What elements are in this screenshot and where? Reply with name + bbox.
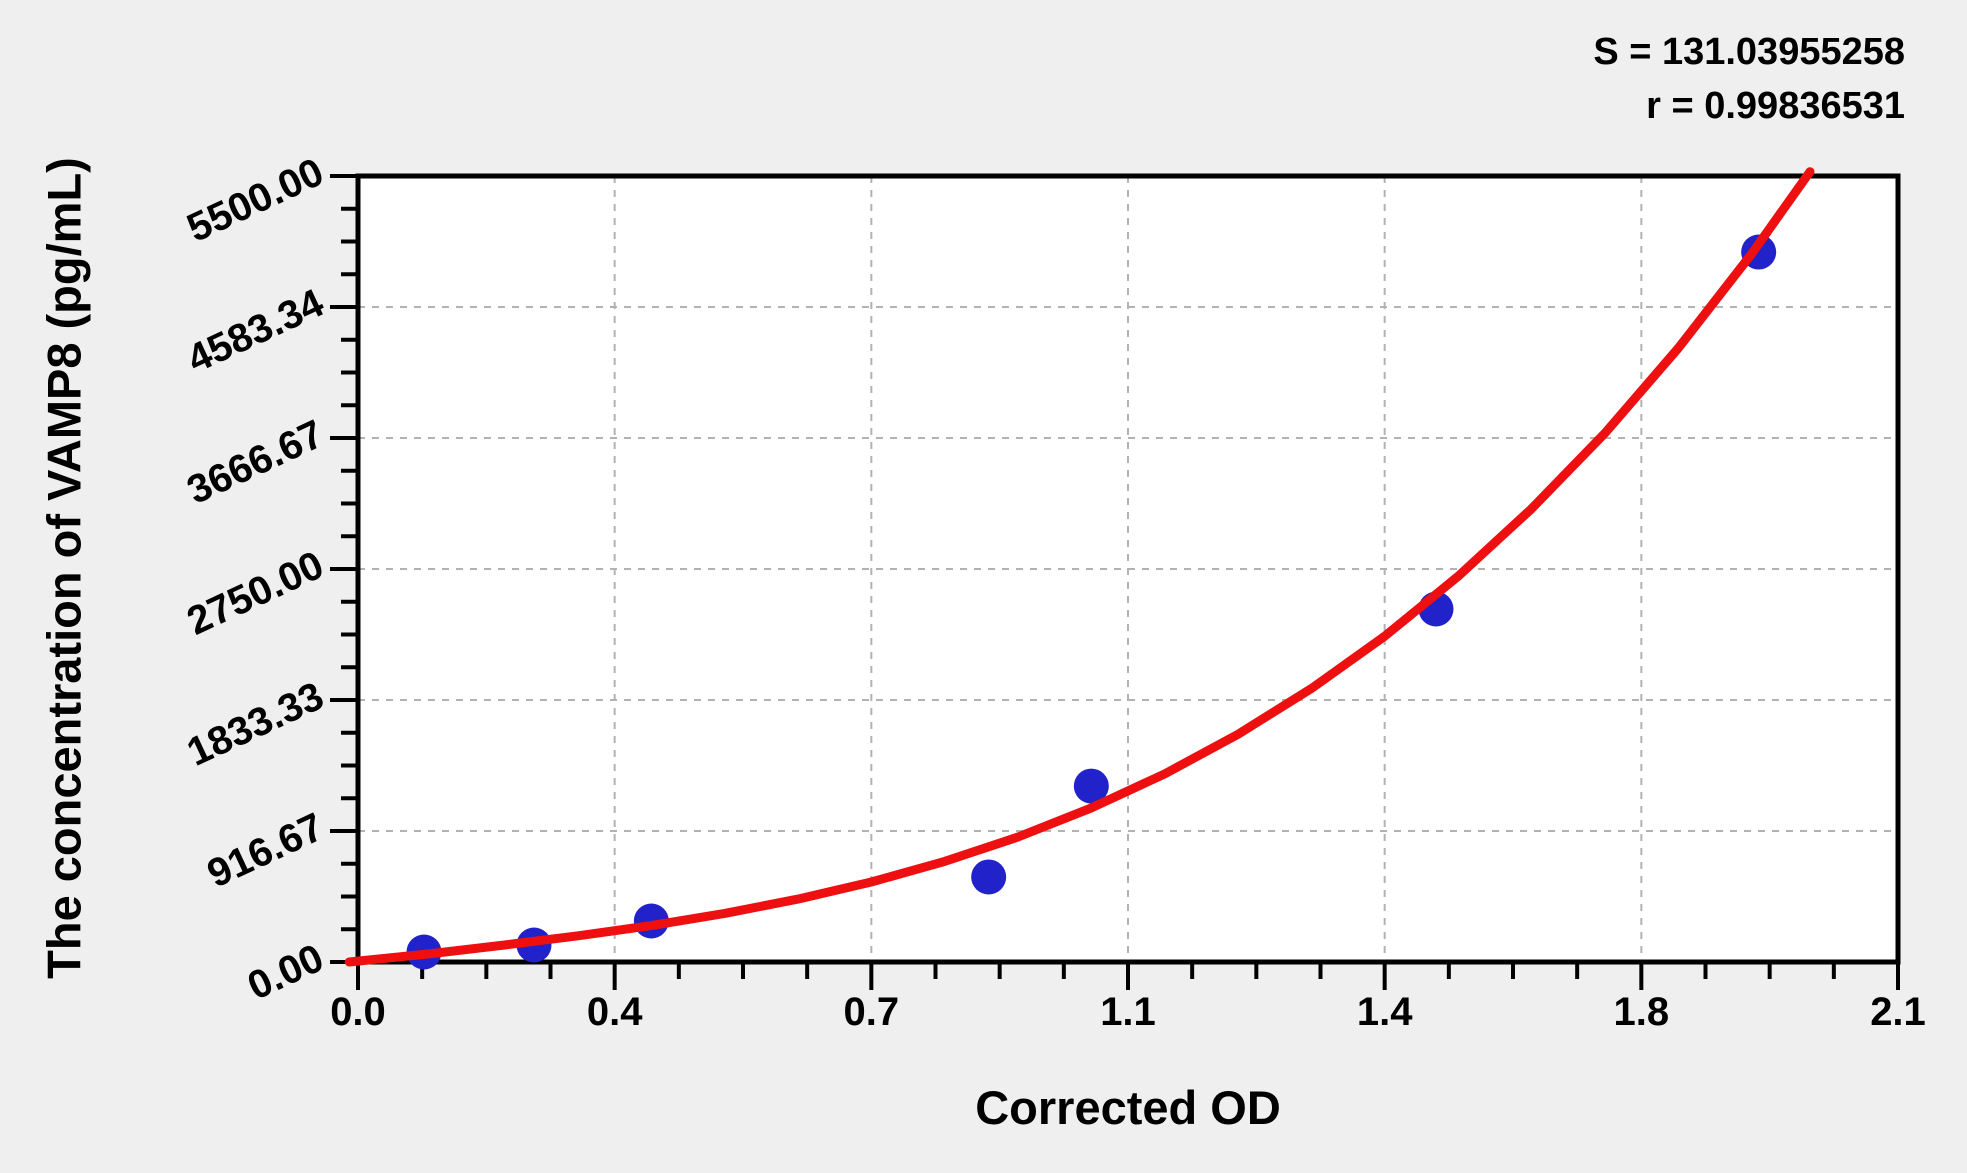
x-tick-label: 0.0 xyxy=(330,990,386,1034)
y-tick-label: 916.67 xyxy=(201,805,330,897)
plot-frame xyxy=(355,173,1901,965)
data-point xyxy=(1073,768,1109,804)
fit-statistics: S = 131.03955258 r = 0.99836531 xyxy=(1593,26,1905,134)
x-tick-label: 0.4 xyxy=(587,990,643,1034)
x-tick-label: 1.4 xyxy=(1357,990,1413,1034)
x-tick-label: 1.8 xyxy=(1614,990,1670,1034)
data-point xyxy=(971,859,1007,895)
s-value: S = 131.03955258 xyxy=(1593,31,1905,73)
y-tick-label: 0.00 xyxy=(241,936,330,1009)
x-tick-label: 0.7 xyxy=(844,990,900,1034)
y-tick-label: 4583.34 xyxy=(181,281,331,382)
r-value: r = 0.99836531 xyxy=(1646,84,1905,127)
x-tick-label: 1.1 xyxy=(1100,990,1156,1034)
y-tick-label: 2750.00 xyxy=(181,543,331,644)
y-tick-label: 1833.33 xyxy=(181,674,331,775)
x-tick-label: 2.1 xyxy=(1870,990,1926,1034)
fitted-curve xyxy=(344,167,1815,967)
y-tick-label: 3666.67 xyxy=(181,412,331,513)
x-axis-title: Corrected OD xyxy=(975,1081,1281,1134)
y-tick-label: 5500.00 xyxy=(181,150,331,251)
